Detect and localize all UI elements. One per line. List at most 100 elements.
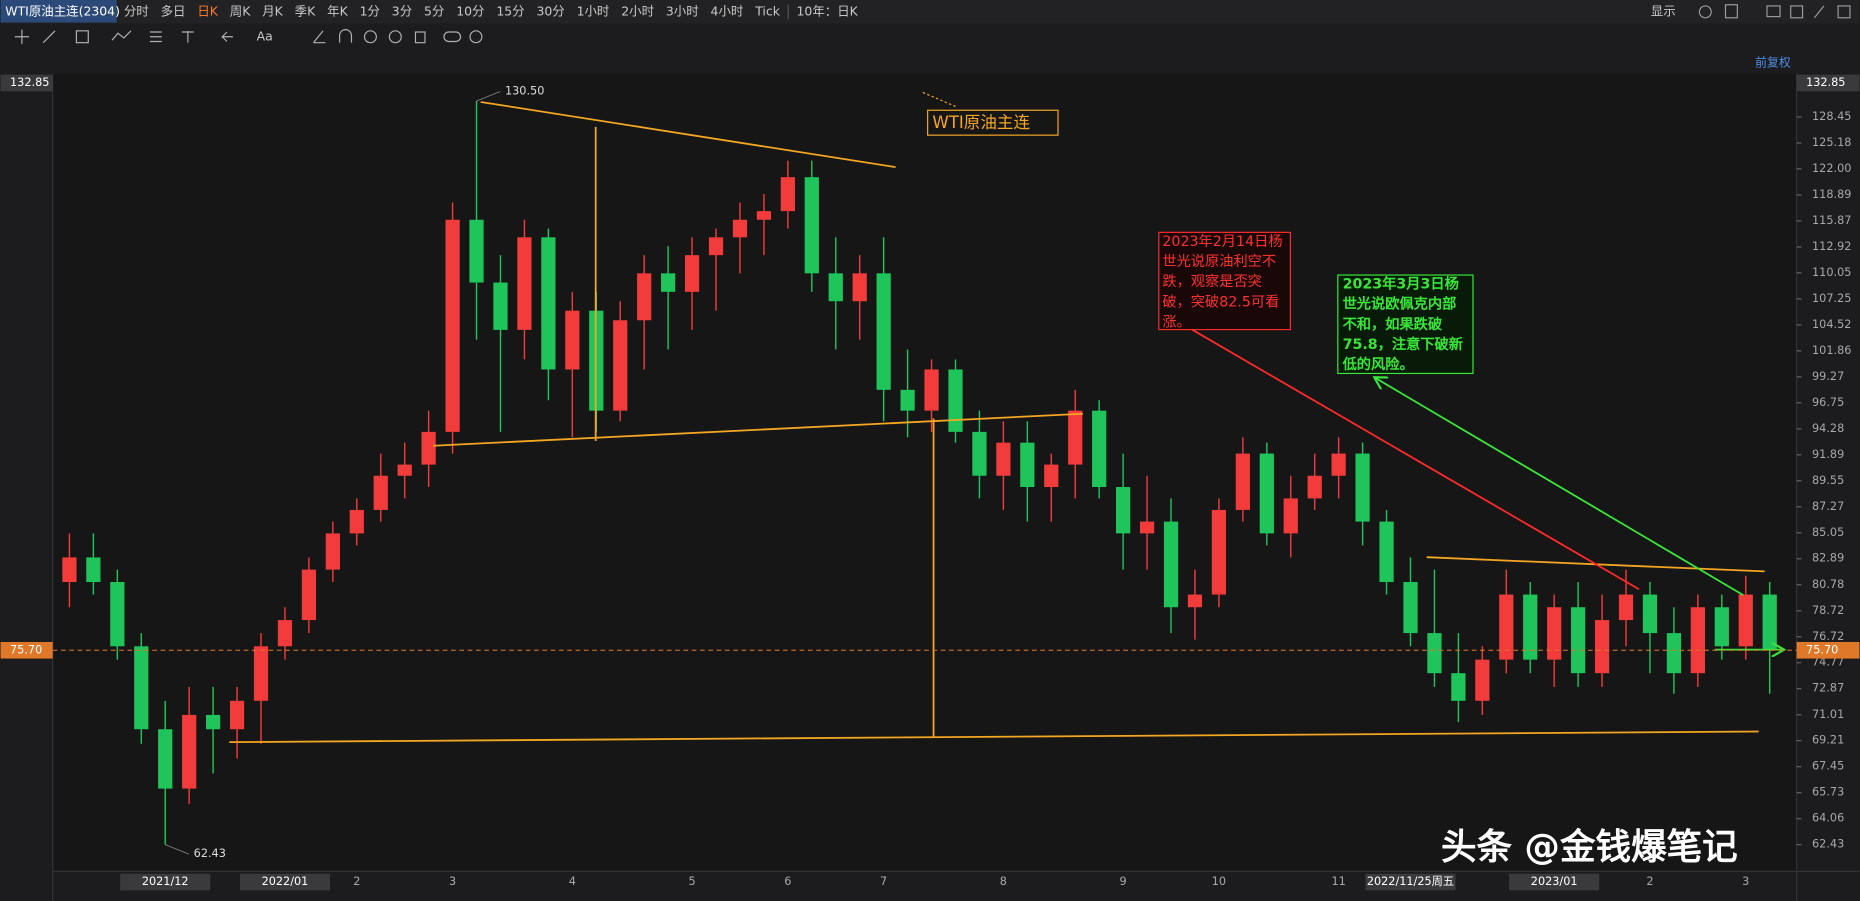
tool-bar <box>0 23 1860 50</box>
last-price-box <box>1796 641 1860 659</box>
period-tab[interactable]: 多日 <box>161 3 186 18</box>
candle-body <box>1618 594 1634 621</box>
candle-body <box>1690 607 1705 674</box>
x-tick-label: 3 <box>1742 875 1749 888</box>
note-line: 2023年3月3日杨 <box>1343 275 1459 293</box>
magnet-tool[interactable] <box>339 29 353 43</box>
hide-tool[interactable] <box>388 30 402 44</box>
x-tick-label: 2022/01 <box>262 875 309 888</box>
candles <box>62 100 1777 845</box>
wave-tool[interactable] <box>111 30 132 41</box>
symbol[interactable]: WTI原油主连(2304) <box>5 3 120 18</box>
note-line: 2023年2月14日杨 <box>1162 233 1282 250</box>
last-price-label: 75.70 <box>10 643 42 656</box>
period-tab[interactable]: 10分 <box>456 3 484 18</box>
period-tab[interactable]: 季K <box>295 3 316 18</box>
lock-tool[interactable] <box>363 30 377 44</box>
axis-high-label: 132.85 <box>1806 76 1845 89</box>
x-tick-label: 5 <box>688 875 695 888</box>
candle-body <box>229 700 245 730</box>
period-tab[interactable]: 1小时 <box>577 3 610 18</box>
candle-body <box>110 582 125 647</box>
note-line: 破，突破82.5可看 <box>1162 293 1279 310</box>
symbol-tab[interactable] <box>0 0 117 23</box>
x-tick-label: 4 <box>569 875 576 888</box>
range-menu[interactable]: 10年：日K <box>797 3 859 18</box>
candle-body <box>397 464 412 476</box>
period-tab[interactable]: 日K <box>197 3 218 18</box>
top-bar <box>0 0 1860 24</box>
x-tick-label: 2 <box>353 875 360 888</box>
period-tab[interactable]: 2小时 <box>621 3 654 18</box>
candle-body <box>637 273 652 321</box>
y-tick-label: 72.87 <box>1812 682 1844 695</box>
rect-tool[interactable] <box>75 30 89 44</box>
x-tick-label: 6 <box>784 875 791 888</box>
candle-body <box>445 219 460 432</box>
toggle-tool[interactable] <box>443 31 462 43</box>
candle-body <box>1044 464 1059 488</box>
trend-line <box>433 412 1083 447</box>
candle-body <box>1355 453 1370 522</box>
period-tab[interactable]: 30分 <box>536 3 564 18</box>
period-tab[interactable]: 3分 <box>392 3 412 18</box>
display-menu[interactable]: 显示 <box>1651 3 1676 18</box>
note-line: 不和，如果跌破 <box>1343 315 1443 333</box>
y-tick-label: 96.75 <box>1812 396 1844 409</box>
note-line: 低的风险。 <box>1342 355 1414 373</box>
arrow-tool[interactable] <box>220 31 233 42</box>
candle-body <box>852 273 867 302</box>
period-tab[interactable]: 1分 <box>360 3 380 18</box>
period-tab[interactable]: 周K <box>230 3 251 18</box>
settings-icon[interactable] <box>1698 5 1712 19</box>
move-tool[interactable] <box>14 29 29 44</box>
note-line: 世光说欧佩克内部 <box>1343 295 1457 313</box>
adjust-mode[interactable]: 前复权 <box>1755 55 1791 69</box>
candle-body <box>301 569 317 621</box>
y-tick-label: 118.89 <box>1812 188 1851 201</box>
candle-body <box>1451 673 1466 701</box>
camera-icon[interactable] <box>1766 5 1781 18</box>
period-tab[interactable]: Tick <box>754 3 781 18</box>
period-tab[interactable]: 分时 <box>124 3 149 18</box>
export-icon[interactable] <box>1790 5 1804 19</box>
y-tick-label: 74.77 <box>1812 656 1844 669</box>
candle-body <box>804 177 819 274</box>
period-tab[interactable]: 3小时 <box>666 3 699 18</box>
period-tab[interactable]: 月K <box>262 3 283 18</box>
period-tab[interactable]: 15分 <box>496 3 524 18</box>
y-tick-label: 89.55 <box>1812 474 1844 487</box>
candle-body <box>517 237 532 330</box>
candle-body <box>134 646 149 730</box>
plot-area <box>52 73 1797 872</box>
last-price-box <box>0 641 53 659</box>
candle-body <box>684 255 700 292</box>
axis-high-box <box>0 74 53 92</box>
candle-body <box>1475 659 1490 701</box>
note-line: 世光说原油利空不 <box>1162 253 1276 270</box>
trend-line <box>480 101 896 169</box>
extreme-connector <box>165 844 190 855</box>
x-tick-label: 2021/12 <box>142 875 189 888</box>
config-tool[interactable] <box>469 30 483 44</box>
axis-high-box <box>1796 74 1860 92</box>
measure-tool[interactable] <box>181 30 194 43</box>
pen-icon[interactable] <box>1813 5 1825 19</box>
more-icon[interactable] <box>1837 5 1851 19</box>
delete-tool[interactable] <box>414 31 426 44</box>
y-tick-label: 101.86 <box>1812 344 1851 357</box>
fib-tool[interactable] <box>149 31 162 43</box>
period-tab[interactable]: 年K <box>327 3 348 18</box>
candle-body <box>158 729 173 789</box>
line-tool[interactable] <box>42 30 56 44</box>
period-tab[interactable]: 5分 <box>424 3 444 18</box>
period-tab[interactable]: 4小时 <box>711 3 744 18</box>
note-red-box <box>1158 231 1291 331</box>
angle-tool[interactable] <box>313 30 326 44</box>
text-tool[interactable]: Aa <box>257 28 273 43</box>
candle-body <box>493 282 508 330</box>
candle-body <box>1427 633 1442 674</box>
candle-body <box>373 475 388 510</box>
window-icon[interactable] <box>1724 4 1738 19</box>
